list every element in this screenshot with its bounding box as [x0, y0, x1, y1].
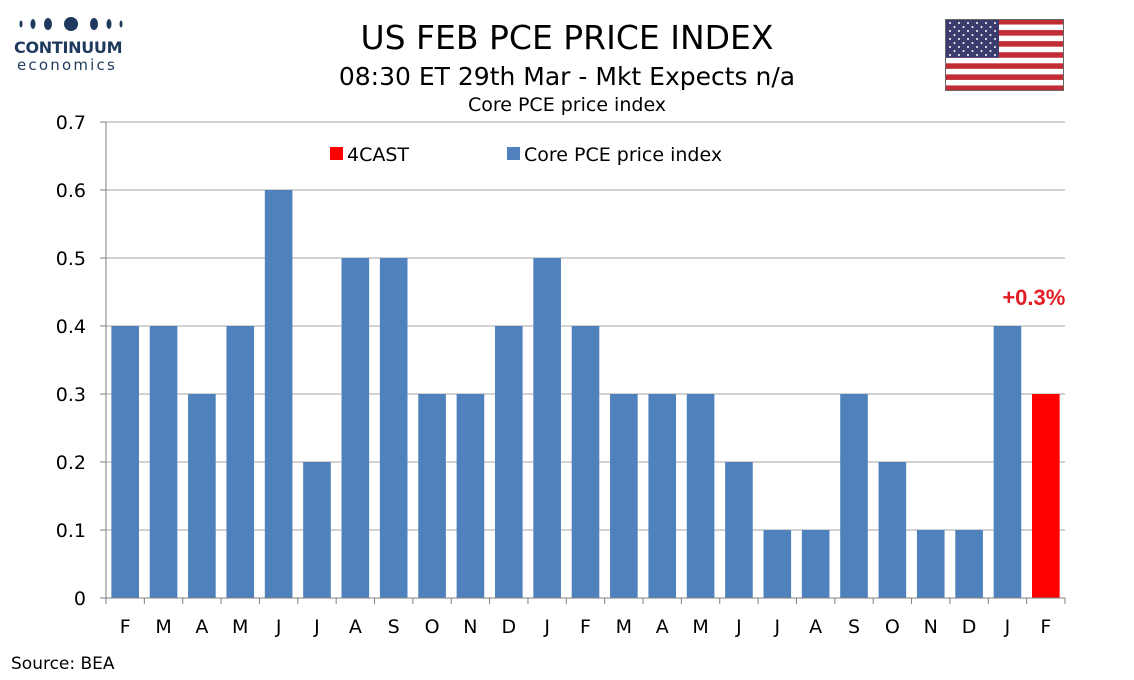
x-tick-label: S	[388, 616, 400, 638]
y-tick-label: 0.3	[56, 384, 86, 406]
y-tick-label: 0.6	[56, 180, 86, 202]
forecast-data-label: +0.3%	[1002, 285, 1065, 310]
x-tick-label: J	[275, 616, 282, 638]
bar-core-pce	[111, 326, 139, 598]
bar-core-pce	[725, 462, 753, 598]
bar-core-pce	[955, 530, 983, 598]
x-tick-label: J	[735, 616, 742, 638]
chart-title: Core PCE price index	[467, 94, 667, 116]
bar-core-pce	[763, 530, 792, 598]
x-tick-label: O	[885, 616, 900, 638]
bar-core-pce	[571, 326, 600, 598]
bar-4cast	[1032, 394, 1060, 598]
x-tick-label: F	[1040, 616, 1051, 638]
x-tick-label: S	[848, 616, 860, 638]
x-tick-label: D	[501, 616, 516, 638]
bar-core-pce	[993, 326, 1022, 598]
continuum-logo: CONTINUUM economics	[10, 14, 135, 78]
logo-subtitle: economics	[17, 56, 117, 74]
y-tick-label: 0	[74, 588, 86, 610]
x-tick-label: M	[692, 616, 708, 638]
logo-name: CONTINUUM	[14, 38, 123, 57]
bar-core-pce	[418, 394, 446, 598]
bar-core-pce	[878, 462, 907, 598]
bar-core-pce	[264, 190, 293, 598]
page-subtitle: 08:30 ET 29th Mar - Mkt Expects n/a	[338, 62, 796, 91]
legend-label-4cast: 4CAST	[347, 144, 409, 166]
bar-core-pce	[379, 258, 408, 598]
x-tick-label: A	[656, 616, 669, 638]
x-tick-label: J	[543, 616, 550, 638]
bar-core-pce	[226, 326, 255, 598]
y-tick-label: 0.2	[56, 452, 86, 474]
bar-core-pce	[533, 258, 561, 598]
us-flag-icon	[945, 19, 1064, 91]
x-tick-label: J	[313, 616, 320, 638]
bar-core-pce	[648, 394, 677, 598]
bar-core-pce	[188, 394, 216, 598]
bar-core-pce	[494, 326, 523, 598]
x-tick-label: D	[962, 616, 977, 638]
x-tick-label: A	[809, 616, 822, 638]
bar-core-pce	[149, 326, 178, 598]
legend-swatch-4cast	[330, 147, 343, 160]
bar-core-pce	[801, 530, 830, 598]
x-tick-label: N	[924, 616, 938, 638]
bar-core-pce	[840, 394, 868, 598]
y-tick-label: 0.7	[56, 112, 86, 134]
x-tick-label: N	[463, 616, 477, 638]
bar-core-pce	[456, 394, 485, 598]
y-tick-label: 0.4	[56, 316, 86, 338]
source-note: Source: BEA	[11, 654, 115, 674]
legend-swatch-core-pce	[507, 147, 520, 160]
legend-label-core-pce: Core PCE price index	[524, 144, 722, 166]
x-tick-label: M	[232, 616, 248, 638]
x-tick-label: J	[1004, 616, 1011, 638]
bar-core-pce	[610, 394, 638, 598]
bar-core-pce	[916, 530, 945, 598]
y-tick-label: 0.1	[56, 520, 86, 542]
x-tick-label: M	[155, 616, 171, 638]
x-tick-label: F	[580, 616, 591, 638]
x-tick-label: M	[616, 616, 632, 638]
x-tick-label: J	[773, 616, 780, 638]
bar-core-pce	[303, 462, 331, 598]
x-tick-label: A	[195, 616, 208, 638]
page-title: US FEB PCE PRICE INDEX	[360, 18, 774, 57]
y-tick-label: 0.5	[56, 248, 86, 270]
x-tick-label: A	[349, 616, 362, 638]
x-tick-label: F	[120, 616, 131, 638]
x-tick-label: O	[425, 616, 440, 638]
bar-core-pce	[341, 258, 370, 598]
bar-core-pce	[686, 394, 715, 598]
logo-dots-icon	[19, 17, 123, 31]
